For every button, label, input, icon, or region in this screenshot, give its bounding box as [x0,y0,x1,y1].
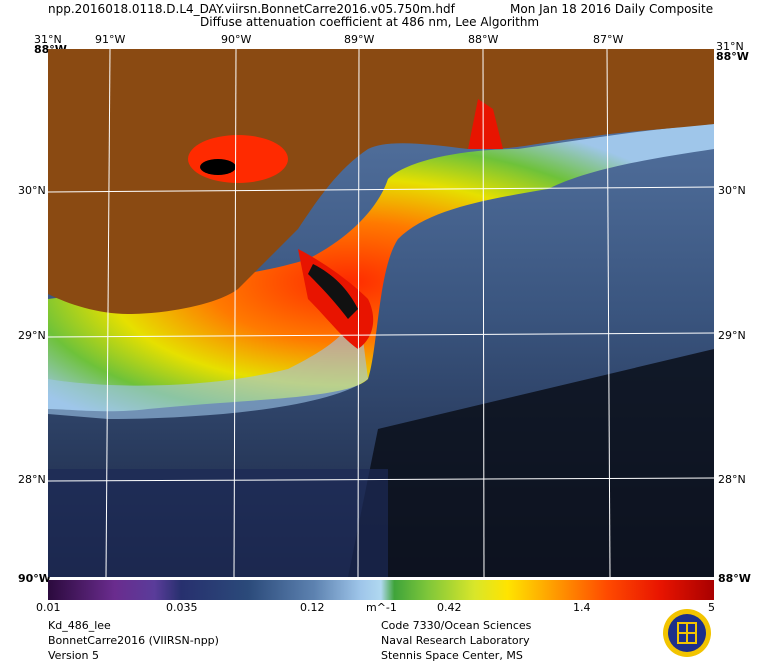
lat-label-left: 29°N [18,329,46,342]
satellite-map[interactable] [48,49,714,577]
lon-label-top: 88°W [468,33,499,46]
colorbar [48,580,714,600]
date-title: Mon Jan 18 2016 Daily Composite [510,2,714,16]
product-title: Diffuse attenuation coefficient at 486 n… [200,15,540,29]
colorbar-tick: 0.01 [36,601,61,614]
lake-dark-patch [200,159,236,175]
light-water-band [48,299,368,419]
lon-label-top: 89°W [344,33,375,46]
variable-name: Kd_486_lee [48,619,111,632]
corner-lat-top-right: 31°N [716,40,744,53]
lat-label-left: 28°N [18,473,46,486]
graticule [48,49,714,577]
turbid-plume [48,124,714,412]
colorbar-tick: 0.035 [166,601,198,614]
lon-label-top: 87°W [593,33,624,46]
file-name-title: npp.2016018.0118.D.L4_DAY.viirsn.BonnetC… [48,2,455,16]
corner-lon-top-right: 88°W [716,50,749,63]
dataset-name: BonnetCarre2016 (VIIRSN-npp) [48,634,219,647]
org-location: Stennis Space Center, MS [381,649,523,662]
colorbar-units: m^-1 [366,601,397,614]
map-canvas [48,49,714,577]
dark-water-region [348,349,714,577]
offshore-region [48,469,388,577]
org-name: Naval Research Laboratory [381,634,530,647]
org-code: Code 7330/Ocean Sciences [381,619,532,632]
nrl-logo [663,609,711,657]
land-area [48,49,714,314]
colorbar-tick: 0.12 [300,601,325,614]
lake-pontchartrain [188,135,288,183]
lat-label-left: 30°N [18,184,46,197]
lat-label-right: 28°N [718,473,746,486]
lon-label-top: 91°W [95,33,126,46]
lon-label-top: 90°W [221,33,252,46]
corner-lon-bottom-left: 90°W [18,572,51,585]
version-label: Version 5 [48,649,99,662]
lat-label-right: 29°N [718,329,746,342]
mobile-bay [468,99,503,149]
colorbar-tick: 1.4 [573,601,591,614]
delta-dark-patch [308,264,358,319]
colorbar-tick: 5 [708,601,715,614]
corner-lat-top-left: 31°N [34,33,62,46]
colorbar-tick: 0.42 [437,601,462,614]
corner-lon-bottom-right: 88°W [718,572,751,585]
lat-label-right: 30°N [718,184,746,197]
